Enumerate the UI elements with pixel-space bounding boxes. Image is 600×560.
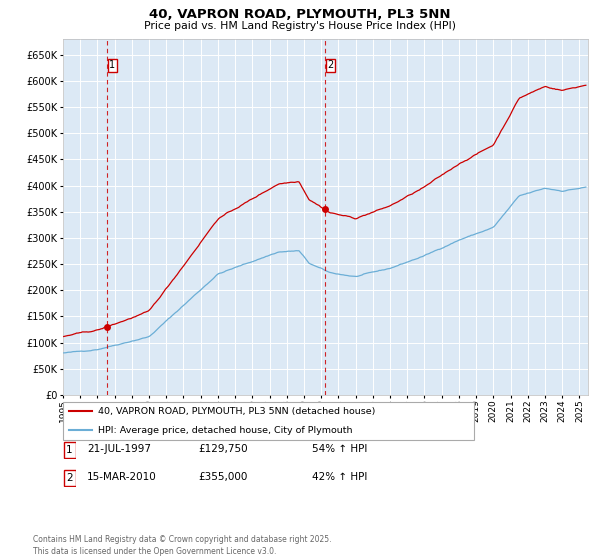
Text: 40, VAPRON ROAD, PLYMOUTH, PL3 5NN (detached house): 40, VAPRON ROAD, PLYMOUTH, PL3 5NN (deta…	[98, 407, 376, 416]
Text: £355,000: £355,000	[198, 472, 247, 482]
Text: 21-JUL-1997: 21-JUL-1997	[87, 444, 151, 454]
Text: Price paid vs. HM Land Registry's House Price Index (HPI): Price paid vs. HM Land Registry's House …	[144, 21, 456, 31]
FancyBboxPatch shape	[64, 470, 76, 486]
Text: HPI: Average price, detached house, City of Plymouth: HPI: Average price, detached house, City…	[98, 426, 352, 435]
Text: 2: 2	[66, 473, 73, 483]
FancyBboxPatch shape	[63, 402, 474, 440]
Text: 15-MAR-2010: 15-MAR-2010	[87, 472, 157, 482]
Text: 42% ↑ HPI: 42% ↑ HPI	[312, 472, 367, 482]
Text: 1: 1	[109, 60, 115, 71]
Text: 1: 1	[66, 445, 73, 455]
Text: 40, VAPRON ROAD, PLYMOUTH, PL3 5NN: 40, VAPRON ROAD, PLYMOUTH, PL3 5NN	[149, 8, 451, 21]
Text: 2: 2	[328, 60, 334, 71]
Text: £129,750: £129,750	[198, 444, 248, 454]
Text: 54% ↑ HPI: 54% ↑ HPI	[312, 444, 367, 454]
FancyBboxPatch shape	[64, 442, 76, 458]
Text: Contains HM Land Registry data © Crown copyright and database right 2025.
This d: Contains HM Land Registry data © Crown c…	[33, 535, 331, 556]
